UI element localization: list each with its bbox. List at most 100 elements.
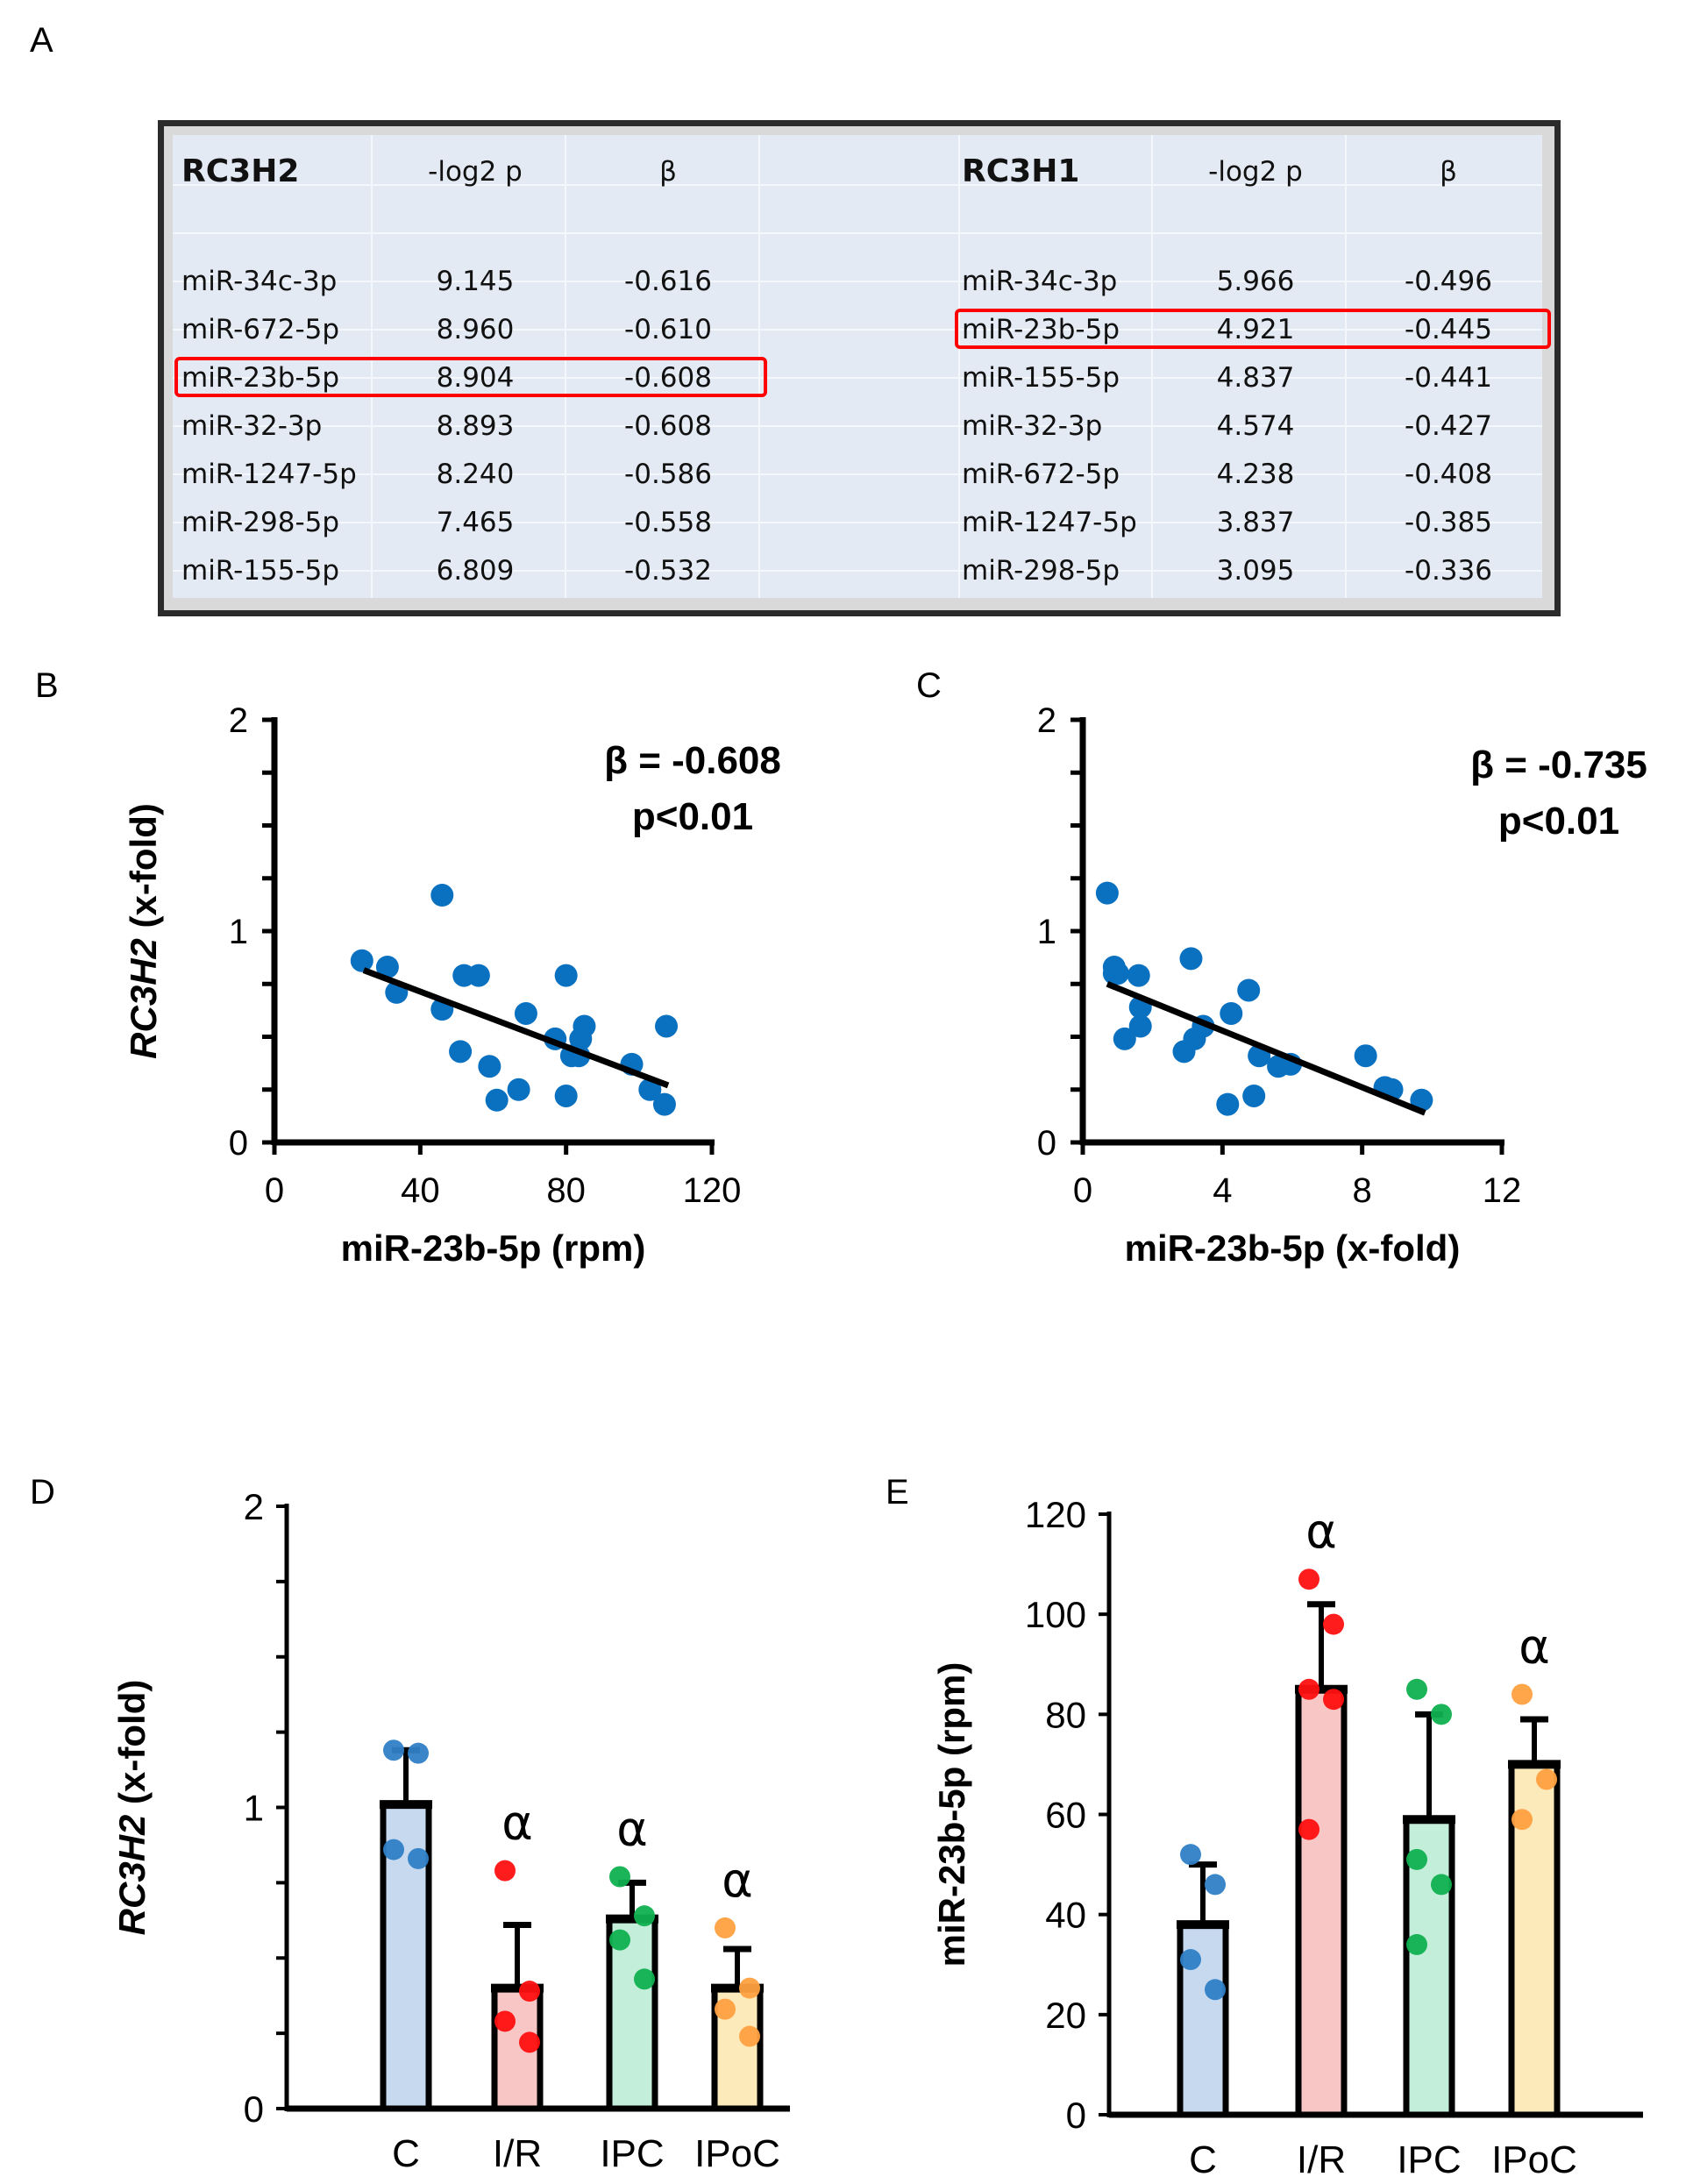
table-column-divider bbox=[1151, 135, 1153, 598]
y-tick-label: 40 bbox=[1045, 1895, 1086, 1936]
data-point bbox=[466, 964, 490, 987]
data-point bbox=[514, 1001, 537, 1025]
data-point bbox=[350, 949, 373, 972]
data-point bbox=[739, 2025, 760, 2047]
data-point bbox=[1205, 1979, 1226, 2001]
bar-ir bbox=[1295, 1686, 1348, 2118]
table-cell-mirna: miR-1247-5p bbox=[962, 507, 1137, 538]
table-header-beta: β bbox=[659, 156, 677, 188]
data-point bbox=[485, 1088, 509, 1112]
x-tick-label: 12 bbox=[1483, 1171, 1522, 1210]
data-point bbox=[430, 884, 454, 907]
panel-label-e: E bbox=[886, 1473, 909, 1512]
data-point bbox=[609, 1929, 630, 1951]
table-column-divider bbox=[565, 135, 566, 598]
data-point bbox=[375, 955, 399, 978]
x-axis-label: miR-23b-5p (x-fold) bbox=[1125, 1227, 1461, 1269]
y-tick-label: 80 bbox=[1045, 1694, 1086, 1735]
significance-marker: α bbox=[722, 1853, 753, 1908]
stat-annotation: β = -0.735 bbox=[1470, 743, 1647, 786]
x-tick-label: 120 bbox=[683, 1171, 742, 1210]
data-point bbox=[1406, 1848, 1427, 1870]
correlation-table-body: RC3H2 -log2 p β miR-34c-3p 9.145 -0.616 miR-67… bbox=[173, 135, 1551, 598]
x-tick-label: IPC bbox=[600, 2132, 664, 2175]
x-tick-label: 0 bbox=[265, 1171, 284, 1210]
x-tick-label: 80 bbox=[546, 1171, 586, 1210]
stat-annotation: p<0.01 bbox=[1498, 800, 1619, 843]
highlight-box bbox=[955, 309, 1551, 349]
panel-label-c: C bbox=[916, 666, 942, 705]
table-row-divider bbox=[173, 425, 1542, 427]
data-point bbox=[1298, 1569, 1319, 1590]
data-point bbox=[1431, 1704, 1452, 1725]
data-point bbox=[1354, 1044, 1377, 1068]
table-cell-log2p: 6.809 bbox=[436, 555, 515, 587]
data-point bbox=[519, 2031, 540, 2053]
table-cell-beta: -0.385 bbox=[1405, 507, 1492, 538]
data-point bbox=[715, 1998, 736, 2020]
data-point bbox=[408, 1742, 429, 1764]
table-cell-log2p: 8.960 bbox=[436, 314, 515, 345]
data-point bbox=[1242, 1084, 1266, 1107]
table-cell-log2p: 4.238 bbox=[1216, 459, 1295, 490]
data-point bbox=[1512, 1809, 1533, 1831]
table-cell-mirna: miR-1247-5p bbox=[181, 459, 357, 490]
table-cell-beta: -0.445 bbox=[1405, 314, 1492, 345]
data-point bbox=[1512, 1683, 1533, 1705]
x-tick-label: IPoC bbox=[1491, 2138, 1577, 2181]
table-cell-beta: -0.441 bbox=[1405, 362, 1492, 394]
x-tick-label: IPC bbox=[1397, 2138, 1461, 2181]
y-tick-label: 0 bbox=[1066, 2095, 1086, 2136]
table-row-divider bbox=[173, 570, 1542, 572]
regression-line bbox=[1106, 981, 1426, 1116]
data-point bbox=[1128, 1014, 1152, 1038]
y-axis-label-gene: RC3H2 bbox=[111, 1815, 153, 1936]
data-point bbox=[715, 1917, 736, 1939]
table-cell-beta: -0.408 bbox=[1405, 459, 1492, 490]
table-header-gene: RC3H2 bbox=[181, 153, 300, 189]
stat-annotation: p<0.01 bbox=[632, 795, 753, 838]
data-point bbox=[554, 1084, 578, 1107]
x-tick-label: 4 bbox=[1213, 1171, 1232, 1210]
table-column-divider bbox=[758, 135, 760, 598]
table-cell-mirna: miR-23b-5p bbox=[181, 362, 339, 394]
table-cell-mirna: miR-672-5p bbox=[962, 459, 1120, 490]
table-row-divider bbox=[173, 184, 1542, 186]
table-column-divider bbox=[958, 135, 960, 598]
data-point bbox=[1180, 1949, 1201, 1971]
x-tick-label: I/R bbox=[493, 2132, 542, 2175]
y-tick-label: 1 bbox=[1037, 913, 1056, 951]
table-column-divider bbox=[1345, 135, 1347, 598]
x-tick-label: C bbox=[1189, 2138, 1217, 2181]
data-point bbox=[634, 1968, 655, 1990]
data-point bbox=[478, 1055, 501, 1078]
table-row-divider bbox=[173, 473, 1542, 475]
data-point bbox=[655, 1014, 679, 1038]
data-point bbox=[1205, 1874, 1226, 1896]
highlight-box bbox=[174, 357, 767, 397]
table-header-gene: RC3H1 bbox=[962, 153, 1080, 189]
table-cell-log2p: 8.240 bbox=[436, 459, 515, 490]
table-cell-beta: -0.496 bbox=[1405, 266, 1492, 297]
y-axis-label-unit: (x-fold) bbox=[111, 1680, 153, 1815]
table-cell-mirna: miR-155-5p bbox=[962, 362, 1120, 394]
table-cell-beta: -0.336 bbox=[1405, 555, 1492, 587]
data-point bbox=[1095, 881, 1119, 905]
y-tick-label: 2 bbox=[229, 701, 248, 740]
y-tick-label: 120 bbox=[1025, 1494, 1086, 1535]
significance-marker: α bbox=[501, 1796, 533, 1851]
panel-label-d: D bbox=[30, 1473, 55, 1512]
data-point bbox=[1431, 1874, 1452, 1896]
data-point bbox=[573, 1014, 596, 1038]
table-cell-log2p: 4.921 bbox=[1216, 314, 1295, 345]
table-cell-log2p: 9.145 bbox=[436, 266, 515, 297]
x-tick-label: I/R bbox=[1297, 2138, 1346, 2181]
table-cell-log2p: 3.095 bbox=[1216, 555, 1295, 587]
table-header-log2p: -log2 p bbox=[1208, 156, 1303, 188]
data-point bbox=[494, 2010, 516, 2032]
data-point bbox=[1179, 947, 1203, 971]
table-cell-mirna: miR-298-5p bbox=[181, 507, 340, 538]
table-header-beta: β bbox=[1440, 156, 1457, 188]
y-tick-label: 0 bbox=[244, 2088, 264, 2130]
table-cell-log2p: 5.966 bbox=[1216, 266, 1295, 297]
